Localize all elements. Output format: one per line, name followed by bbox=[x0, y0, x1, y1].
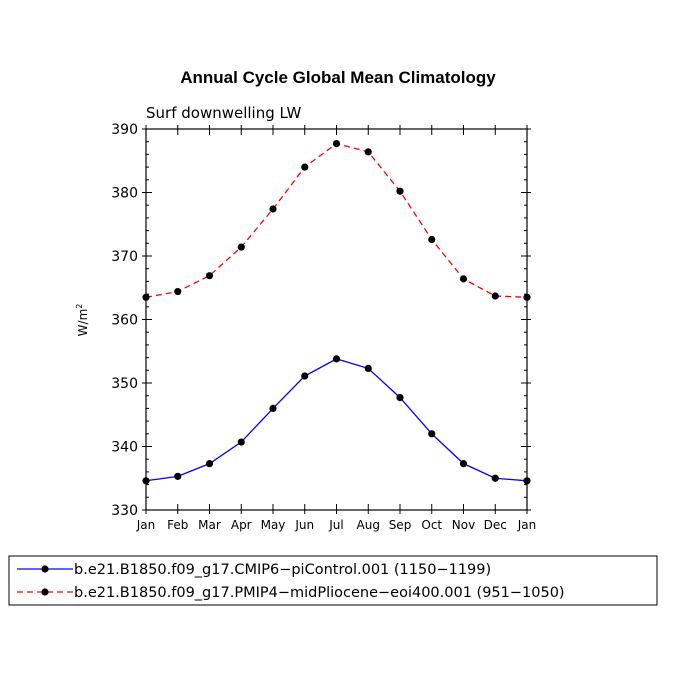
legend-label-2: b.e21.B1850.f09_g17.PMIP4−midPliocene−eo… bbox=[74, 585, 565, 601]
x-tick-label: Aug bbox=[357, 518, 380, 532]
series-line-2 bbox=[145, 142, 528, 298]
x-tick-label: Jan bbox=[136, 518, 156, 532]
y-tick-label: 380 bbox=[111, 186, 138, 202]
y-tick-label: 390 bbox=[111, 122, 138, 138]
x-tick-label: Nov bbox=[452, 518, 475, 532]
chart-title: Annual Cycle Global Mean Climatology bbox=[180, 68, 496, 87]
x-tick-label: Feb bbox=[167, 518, 188, 532]
legend-marker-1 bbox=[41, 565, 49, 573]
x-tick-label: Jan bbox=[517, 518, 537, 532]
y-tick-label: 330 bbox=[111, 503, 138, 519]
data-point-series-1 bbox=[269, 404, 277, 412]
data-point-series-2 bbox=[269, 205, 277, 213]
x-tick-label: May bbox=[261, 518, 286, 532]
data-point-series-1 bbox=[396, 394, 404, 402]
legend-label-1: b.e21.B1850.f09_g17.CMIP6−piControl.001 … bbox=[74, 562, 491, 578]
data-point-series-1 bbox=[205, 460, 214, 468]
data-point-series-2 bbox=[301, 163, 309, 171]
legend: b.e21.B1850.f09_g17.CMIP6−piControl.001 … bbox=[8, 555, 658, 606]
plot-frame bbox=[145, 128, 528, 511]
data-point-series-1 bbox=[332, 355, 341, 363]
data-point-series-2 bbox=[174, 287, 182, 296]
data-point-series-2 bbox=[491, 292, 499, 300]
data-point-series-2 bbox=[428, 235, 436, 244]
data-point-series-1 bbox=[491, 474, 499, 482]
data-point-series-2 bbox=[237, 243, 245, 251]
data-point-series-2 bbox=[396, 187, 404, 195]
data-point-series-2 bbox=[205, 272, 214, 280]
data-point-series-2 bbox=[459, 275, 468, 283]
legend-box bbox=[8, 555, 658, 606]
y-axis-label-base: W/m bbox=[76, 309, 90, 337]
y-tick-label: 340 bbox=[111, 440, 138, 456]
y-tick-label: 350 bbox=[111, 376, 138, 392]
data-point-series-1 bbox=[428, 430, 436, 438]
x-tick-label: Sep bbox=[389, 518, 412, 532]
x-tick-label: Jun bbox=[294, 518, 314, 532]
data-point-series-2 bbox=[364, 148, 372, 156]
x-tick-label: Apr bbox=[231, 518, 252, 532]
y-tick-label: 370 bbox=[111, 249, 138, 265]
y-axis-label: W/m2 bbox=[75, 304, 90, 337]
data-point-series-1 bbox=[364, 364, 372, 372]
x-tick-label: Oct bbox=[421, 518, 442, 532]
data-point-series-2 bbox=[332, 140, 341, 148]
legend-marker-2 bbox=[41, 588, 49, 596]
y-axis-label-sup: 2 bbox=[75, 304, 84, 309]
series-line-1 bbox=[145, 358, 528, 482]
y-tick-label: 360 bbox=[111, 313, 138, 329]
x-tick-label: Dec bbox=[484, 518, 507, 532]
chart-subtitle: Surf downwelling LW bbox=[146, 104, 301, 122]
data-point-series-1 bbox=[174, 472, 182, 480]
x-tick-label: Mar bbox=[198, 518, 221, 532]
data-point-series-1 bbox=[237, 438, 245, 446]
x-tick-label: Jul bbox=[328, 518, 343, 532]
data-point-series-1 bbox=[459, 460, 468, 468]
data-point-series-1 bbox=[301, 372, 309, 380]
